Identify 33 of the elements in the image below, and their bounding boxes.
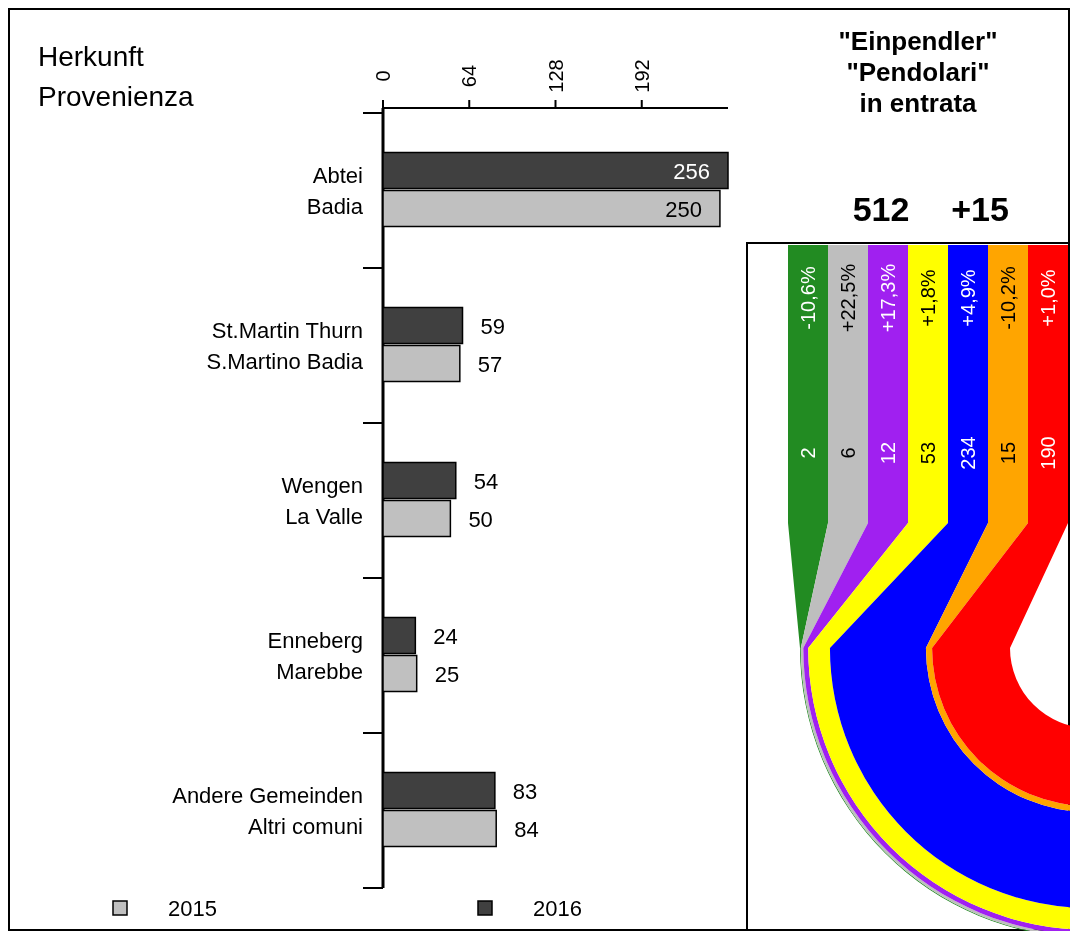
data-label: 84 (514, 816, 539, 842)
data-label: 12 (877, 441, 899, 465)
text: Herkunft Provenienza (38, 41, 195, 112)
y-tick-label: St.Martin Thurn S.Martino Badia (206, 318, 364, 374)
data-label: 6 (837, 447, 859, 459)
text: 512 (852, 190, 910, 228)
y-tick-label: Abtei Badia (306, 163, 364, 219)
data-label: 57 (477, 351, 503, 377)
legend-label: 2016 (533, 896, 582, 921)
data-label: 15 (997, 441, 1019, 465)
data-label: 24 (433, 623, 458, 649)
data-label: 50 (468, 506, 493, 532)
data-label: 234 (957, 436, 979, 470)
data-label: 25 (434, 661, 460, 687)
x-tick-label: 0 (372, 70, 394, 82)
data-label: 190 (1037, 436, 1059, 470)
x-tick-label: 128 (544, 59, 567, 93)
y-tick-label: Andere Gemeinden Altri comuni (172, 783, 363, 839)
y-tick-label: Wengen La Valle (281, 473, 363, 529)
data-label: 250 (665, 196, 702, 222)
data-label: 83 (512, 778, 538, 804)
text: +15 (951, 190, 1009, 228)
data-label: 59 (480, 313, 505, 339)
flow-diagram: -10,6% 2 +22,5% 6 +17,3% 12 +1,8% 53 +4,9% 234 -10,2% 15 +1,0% 190 (788, 245, 1070, 931)
text: "Einpendler" "Pendolari" in entrata (838, 26, 998, 118)
data-label: 53 (917, 441, 939, 465)
x-tick-label: 192 (630, 59, 653, 93)
y-tick-label: Enneberg Marebbe (267, 628, 363, 684)
data-label: 256 (673, 158, 710, 184)
data-label: 54 (473, 468, 499, 494)
legend-label: 2015 (168, 896, 217, 921)
x-tick-label: 64 (458, 64, 481, 88)
data-label: 2 (797, 447, 819, 459)
